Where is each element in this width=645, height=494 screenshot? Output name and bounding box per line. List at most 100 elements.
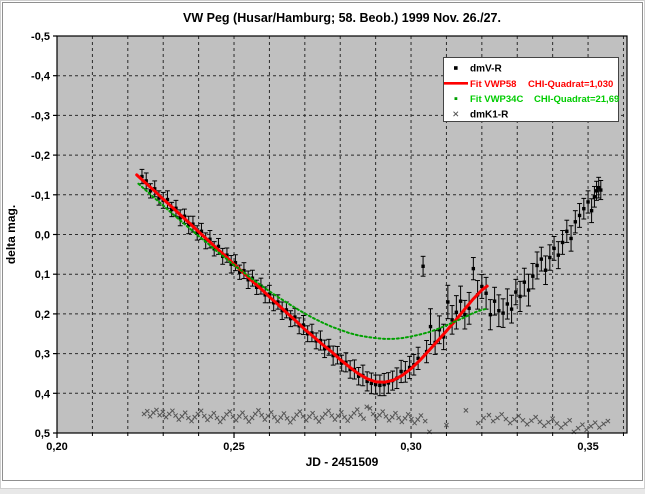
x-marker — [326, 408, 332, 414]
data-point — [582, 206, 586, 211]
legend-square-marker — [454, 66, 458, 70]
data-point — [348, 367, 352, 372]
data-point — [242, 268, 246, 273]
data-point — [501, 311, 505, 315]
x-marker — [233, 417, 239, 423]
x-marker — [601, 421, 607, 427]
x-marker — [605, 418, 611, 424]
x-marker — [370, 411, 376, 417]
x-marker — [511, 417, 517, 422]
data-point — [463, 312, 467, 317]
data-point — [187, 223, 191, 227]
legend-label: Fit VWP58 — [470, 79, 516, 90]
data-point — [191, 222, 195, 226]
x-marker — [367, 405, 373, 411]
x-marker — [541, 423, 547, 429]
y-tick-label: -0,4 — [31, 71, 51, 83]
data-point — [535, 263, 539, 268]
data-point — [144, 179, 148, 183]
x-marker — [463, 407, 469, 413]
data-point — [322, 347, 327, 351]
x-marker — [300, 413, 306, 419]
x-marker — [342, 414, 347, 420]
x-marker — [240, 410, 245, 416]
x-marker — [160, 409, 166, 415]
data-point — [543, 268, 548, 272]
fit-curve-fit-vwp34c — [137, 182, 489, 340]
data-point — [382, 382, 386, 387]
x-marker — [596, 424, 602, 430]
x-marker — [579, 422, 585, 428]
data-point — [573, 220, 578, 224]
data-point — [548, 255, 552, 260]
window-frame — [2, 2, 643, 481]
data-point — [271, 301, 276, 305]
data-point — [497, 309, 501, 313]
x-marker — [554, 421, 560, 426]
x-marker — [230, 414, 236, 420]
x-marker — [338, 409, 344, 415]
x-marker — [364, 404, 370, 410]
data-point — [254, 285, 259, 290]
data-point — [518, 294, 522, 299]
data-point — [526, 288, 531, 292]
x-marker — [329, 413, 335, 418]
x-marker — [537, 419, 543, 425]
y-tick-label: -0,3 — [31, 110, 50, 122]
data-point — [259, 284, 263, 288]
legend-marker-x — [453, 111, 459, 117]
legend-chi-value: CHI-Quadrat=21,69 — [534, 94, 619, 105]
data-point — [165, 197, 170, 202]
legend-marker-dot — [454, 97, 458, 100]
data-point — [369, 381, 374, 386]
x-marker — [173, 413, 179, 418]
data-point — [407, 365, 412, 370]
data-point — [237, 270, 242, 274]
data-point — [280, 309, 284, 313]
x-marker — [214, 415, 220, 421]
data-point — [182, 214, 187, 218]
x-marker — [255, 407, 261, 413]
data-point — [246, 278, 250, 282]
x-marker — [584, 427, 590, 433]
legend-label: dmK1-R — [470, 109, 509, 120]
data-point — [514, 290, 518, 294]
legend-marker-square — [454, 66, 458, 70]
data-point — [208, 237, 212, 241]
x-tick-label: 0,30 — [400, 441, 421, 453]
y-axis-label: delta mag. — [4, 205, 18, 264]
data-point — [365, 379, 369, 384]
x-marker — [422, 418, 428, 424]
x-marker — [284, 415, 290, 421]
x-marker — [310, 410, 316, 416]
data-point — [178, 216, 182, 220]
x-marker — [169, 408, 175, 414]
series-dmk1-r — [141, 404, 611, 435]
data-point — [552, 246, 556, 251]
y-tick-label: 0,2 — [35, 309, 50, 321]
x-tick-label: 0,20 — [46, 441, 67, 453]
data-point — [267, 292, 272, 296]
x-marker — [524, 421, 530, 427]
x-marker — [268, 409, 274, 415]
data-point — [416, 356, 420, 361]
x-marker — [259, 412, 265, 418]
x-axis-label: JD - 2451509 — [306, 455, 379, 469]
data-point — [556, 253, 561, 257]
x-marker — [185, 415, 191, 421]
data-point — [560, 240, 565, 245]
x-marker — [486, 412, 492, 418]
x-marker — [357, 412, 363, 418]
data-point — [195, 231, 199, 235]
x-marker — [297, 409, 303, 415]
data-point — [437, 328, 442, 332]
data-point — [293, 315, 297, 319]
y-tick-label: 0,0 — [35, 230, 50, 242]
data-point — [450, 318, 454, 322]
x-marker — [220, 415, 226, 421]
y-tick-label: 0,5 — [35, 428, 50, 440]
x-marker — [278, 415, 284, 420]
x-marker — [144, 408, 150, 414]
data-point — [378, 383, 382, 388]
data-point — [386, 381, 391, 385]
